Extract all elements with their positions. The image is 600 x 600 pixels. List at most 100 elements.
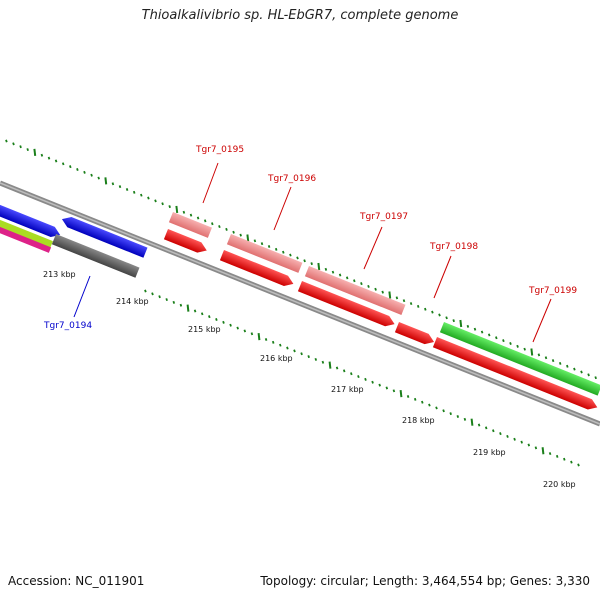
minor-tick: [581, 371, 582, 373]
minor-tick: [465, 418, 466, 420]
minor-tick: [493, 430, 494, 432]
minor-tick: [240, 234, 241, 236]
minor-tick: [195, 310, 196, 312]
minor-tick: [386, 387, 387, 389]
minor-tick: [273, 341, 274, 343]
minor-tick: [347, 277, 348, 279]
minor-tick: [13, 143, 14, 145]
minor-tick: [191, 214, 192, 216]
minor-tick: [486, 427, 487, 429]
minor-tick: [134, 191, 135, 193]
scale-label-219: 219 kbp: [473, 448, 506, 457]
minor-tick: [361, 282, 362, 284]
minor-tick: [166, 298, 167, 300]
minor-tick: [394, 390, 395, 392]
minor-tick: [169, 205, 170, 207]
minor-tick: [230, 324, 231, 326]
minor-tick: [6, 140, 7, 142]
minor-tick: [567, 365, 568, 367]
minor-tick: [536, 447, 537, 449]
minor-tick: [283, 251, 284, 253]
label-leaders: [74, 163, 551, 342]
minor-tick: [56, 160, 57, 162]
minor-tick: [98, 177, 99, 179]
gene-label-tgr7-0199[interactable]: Tgr7_0199: [528, 286, 577, 296]
gene-label-tgr7-0196[interactable]: Tgr7_0196: [267, 174, 316, 184]
minor-tick: [351, 373, 352, 375]
minor-tick: [311, 262, 312, 264]
scale-label-213: 213 kbp: [43, 270, 76, 279]
minor-tick: [365, 378, 366, 380]
minor-tick: [550, 452, 551, 454]
scale-label-218: 218 kbp: [402, 416, 435, 425]
minor-tick: [404, 300, 405, 302]
minor-tick: [304, 260, 305, 262]
minor-tick: [429, 404, 430, 406]
genome-backbone: [0, 183, 600, 424]
minor-tick: [439, 314, 440, 316]
minor-tick: [411, 302, 412, 304]
minor-tick: [113, 183, 114, 185]
minor-tick: [425, 308, 426, 310]
minor-tick: [287, 347, 288, 349]
minor-tick: [468, 325, 469, 327]
minor-tick: [375, 288, 376, 290]
minor-tick: [475, 328, 476, 330]
minor-tick: [198, 217, 199, 219]
minor-tick: [482, 331, 483, 333]
minor-tick: [159, 296, 160, 298]
minor-tick: [294, 350, 295, 352]
minor-tick: [422, 401, 423, 403]
scale-label-216: 216 kbp: [260, 354, 293, 363]
minor-tick: [184, 211, 185, 213]
major-tick: [105, 177, 106, 184]
minor-tick: [202, 313, 203, 315]
gene-label-tgr7-0198[interactable]: Tgr7_0198: [429, 242, 478, 252]
gene-label-tgr7-0195[interactable]: Tgr7_0195: [195, 145, 244, 155]
minor-tick: [574, 368, 575, 370]
minor-tick: [489, 334, 490, 336]
major-tick: [34, 149, 35, 156]
minor-tick: [42, 154, 43, 156]
minor-tick: [297, 257, 298, 259]
minor-tick: [120, 185, 121, 187]
minor-tick: [266, 338, 267, 340]
minor-tick: [315, 358, 316, 360]
minor-tick: [500, 432, 501, 434]
genome-map: Tgr7_0194 Tgr7_0195 Tgr7_0196 Tgr7_0197 …: [0, 0, 600, 600]
minor-tick: [148, 197, 149, 199]
minor-tick: [226, 228, 227, 230]
minor-tick: [539, 354, 540, 356]
minor-tick: [244, 330, 245, 332]
minor-tick: [372, 381, 373, 383]
minor-tick: [340, 274, 341, 276]
minor-tick: [408, 395, 409, 397]
minor-tick: [358, 375, 359, 377]
minor-tick: [205, 220, 206, 222]
minor-tick: [344, 370, 345, 372]
minor-tick: [432, 311, 433, 313]
minor-tick: [223, 321, 224, 323]
minor-tick: [379, 384, 380, 386]
gene-label-tgr7-0194[interactable]: Tgr7_0194: [43, 321, 92, 331]
minor-tick: [528, 444, 529, 446]
scale-label-220: 220 kbp: [543, 480, 576, 489]
minor-tick: [553, 359, 554, 361]
minor-tick: [418, 305, 419, 307]
gene-label-tgr7-0197[interactable]: Tgr7_0197: [359, 212, 408, 222]
accession-text: Accession: NC_011901: [8, 574, 144, 588]
minor-tick: [595, 377, 596, 379]
minor-tick: [276, 248, 277, 250]
minor-tick: [216, 318, 217, 320]
minor-tick: [20, 146, 21, 148]
minor-tick: [209, 315, 210, 317]
minor-tick: [173, 301, 174, 303]
major-tick: [401, 390, 402, 397]
minor-tick: [588, 374, 589, 376]
minor-tick: [479, 424, 480, 426]
minor-tick: [564, 458, 565, 460]
minor-tick: [269, 245, 270, 247]
major-tick: [330, 362, 331, 369]
minor-tick: [27, 148, 28, 150]
gene-track-reverse: [164, 229, 599, 412]
